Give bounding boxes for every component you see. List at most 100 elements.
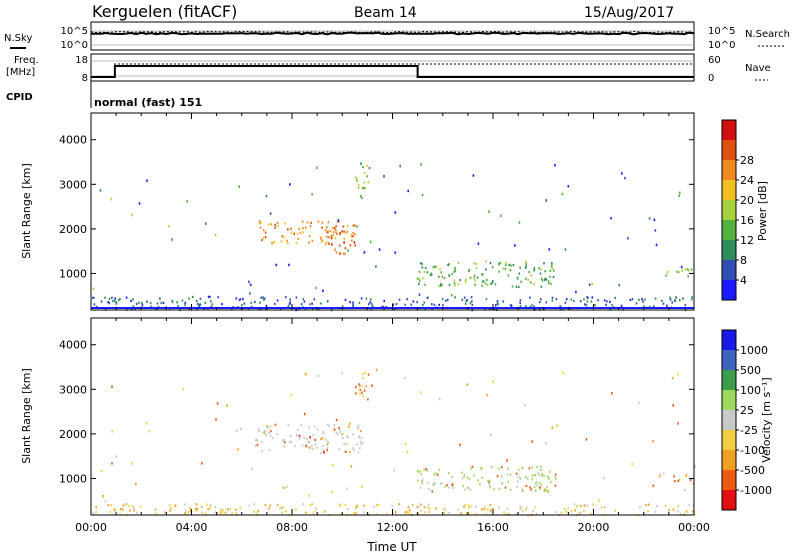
data-cell — [207, 295, 210, 298]
data-cell — [487, 480, 489, 483]
data-cell — [443, 511, 446, 514]
data-cell — [465, 300, 468, 303]
data-cell — [688, 504, 691, 507]
data-cell — [515, 472, 518, 475]
data-cell — [509, 488, 512, 491]
data-cell — [426, 469, 429, 472]
data-cell — [417, 506, 419, 509]
data-cell — [333, 424, 336, 427]
data-cell — [125, 503, 127, 506]
data-cell — [119, 297, 121, 301]
data-cell — [211, 303, 214, 306]
data-cell — [359, 447, 361, 450]
data-cell — [435, 265, 438, 269]
data-cell — [469, 302, 472, 305]
data-cell — [491, 281, 494, 284]
data-cell — [606, 300, 608, 303]
data-cell — [356, 426, 359, 429]
data-cell — [485, 298, 488, 301]
data-cell — [521, 488, 523, 491]
data-cell — [486, 393, 488, 397]
velocity-y-axis: 1000 2000 3000 4000 — [59, 339, 694, 485]
data-cell — [682, 297, 684, 300]
data-cell — [260, 308, 262, 311]
data-cell — [409, 509, 411, 512]
data-cell — [258, 222, 261, 225]
data-cell — [298, 437, 301, 440]
data-cell — [195, 503, 198, 506]
data-cell — [100, 300, 103, 303]
data-cell — [465, 278, 467, 281]
colorbar-swatch — [722, 390, 736, 410]
x-tick-label: 16:00 — [477, 521, 509, 534]
data-cell — [216, 402, 219, 405]
data-cell — [359, 440, 362, 443]
data-cell — [135, 482, 137, 486]
data-cell — [355, 176, 357, 179]
beam-label: Beam 14 — [354, 5, 417, 21]
data-cell — [287, 228, 289, 231]
data-cell — [108, 302, 111, 305]
data-cell — [583, 504, 586, 507]
data-cell — [434, 481, 436, 484]
data-cell — [363, 511, 365, 514]
data-cell — [549, 269, 552, 272]
x-tick-label: 00:00 — [678, 521, 710, 534]
data-cell — [309, 303, 311, 306]
data-cell — [533, 506, 536, 509]
data-cell — [417, 470, 419, 474]
data-cell — [209, 295, 211, 298]
data-cell — [440, 282, 442, 286]
data-cell — [548, 280, 550, 283]
data-cell — [489, 308, 492, 311]
data-cell — [672, 404, 674, 407]
x-axis-label: Time UT — [366, 540, 417, 554]
data-cell — [534, 482, 537, 485]
data-cell — [356, 225, 358, 228]
data-cell — [530, 488, 532, 491]
data-cell — [641, 297, 643, 301]
data-cell — [308, 426, 311, 429]
data-cell — [671, 301, 673, 304]
data-cell — [148, 429, 151, 433]
colorbar-swatch — [722, 450, 736, 470]
data-cell — [395, 303, 398, 306]
data-cell — [578, 512, 581, 515]
data-cell — [549, 275, 551, 278]
data-cell — [419, 470, 422, 473]
data-cell — [345, 231, 347, 235]
data-cell — [494, 304, 497, 307]
data-cell — [290, 227, 292, 230]
data-cell — [496, 300, 499, 303]
data-cell — [508, 263, 511, 266]
data-cell — [386, 513, 388, 516]
data-cell — [680, 265, 683, 269]
data-cell — [254, 300, 256, 304]
data-cell — [169, 509, 172, 512]
data-cell — [531, 474, 534, 477]
data-cell — [457, 283, 460, 286]
data-cell — [254, 445, 257, 448]
data-cell — [299, 231, 302, 234]
data-cell — [335, 418, 338, 422]
data-cell — [195, 507, 197, 510]
data-cell — [457, 261, 460, 264]
data-cell — [264, 231, 267, 234]
data-cell — [461, 471, 463, 474]
data-cell — [591, 282, 593, 286]
data-cell — [259, 221, 262, 224]
data-cell — [425, 467, 427, 471]
data-cell — [95, 511, 97, 514]
data-cell — [302, 227, 304, 230]
data-cell — [474, 512, 477, 516]
data-cell — [154, 508, 157, 511]
data-cell — [95, 305, 98, 308]
data-cell — [176, 301, 178, 304]
data-cell — [406, 511, 409, 514]
data-cell — [339, 231, 342, 235]
data-cell — [584, 303, 586, 306]
data-cell — [302, 503, 304, 506]
data-cell — [326, 443, 329, 446]
data-cell — [305, 444, 307, 448]
data-cell — [444, 485, 446, 488]
